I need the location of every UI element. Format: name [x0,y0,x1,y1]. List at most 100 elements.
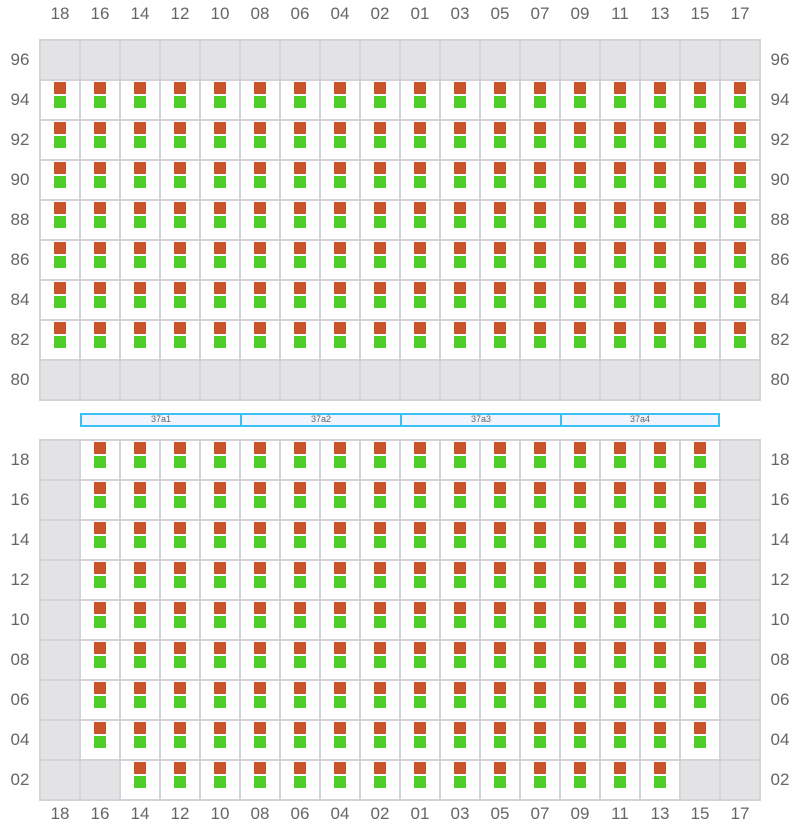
slot-18-07[interactable] [521,441,559,479]
slot-82-15[interactable] [681,321,719,359]
slot-04-14[interactable] [121,721,159,759]
slot-04-10[interactable] [201,721,239,759]
slot-10-09[interactable] [561,601,599,639]
slot-04-17[interactable] [721,721,759,759]
slot-86-07[interactable] [521,241,559,279]
slot-88-18[interactable] [41,201,79,239]
slot-02-08[interactable] [241,761,279,799]
slot-10-10[interactable] [201,601,239,639]
slot-86-16[interactable] [81,241,119,279]
slot-14-12[interactable] [161,521,199,559]
slot-12-01[interactable] [401,561,439,599]
slot-14-17[interactable] [721,521,759,559]
slot-18-11[interactable] [601,441,639,479]
slot-02-09[interactable] [561,761,599,799]
slot-02-02[interactable] [361,761,399,799]
slot-96-14[interactable] [121,41,159,79]
slot-96-08[interactable] [241,41,279,79]
slot-02-03[interactable] [441,761,479,799]
slot-16-12[interactable] [161,481,199,519]
slot-08-18[interactable] [41,641,79,679]
slot-14-06[interactable] [281,521,319,559]
slot-12-14[interactable] [121,561,159,599]
slot-88-15[interactable] [681,201,719,239]
slot-94-05[interactable] [481,81,519,119]
slot-10-18[interactable] [41,601,79,639]
slot-06-04[interactable] [321,681,359,719]
slot-02-18[interactable] [41,761,79,799]
slot-02-12[interactable] [161,761,199,799]
slot-92-04[interactable] [321,121,359,159]
slot-86-09[interactable] [561,241,599,279]
slot-12-02[interactable] [361,561,399,599]
slot-14-03[interactable] [441,521,479,559]
slot-06-12[interactable] [161,681,199,719]
slot-96-02[interactable] [361,41,399,79]
slot-92-10[interactable] [201,121,239,159]
slot-08-14[interactable] [121,641,159,679]
slot-06-05[interactable] [481,681,519,719]
slot-90-04[interactable] [321,161,359,199]
slot-96-18[interactable] [41,41,79,79]
slot-90-02[interactable] [361,161,399,199]
segment-37a4[interactable]: 37a4 [560,413,720,427]
slot-88-14[interactable] [121,201,159,239]
slot-90-10[interactable] [201,161,239,199]
slot-92-09[interactable] [561,121,599,159]
slot-82-02[interactable] [361,321,399,359]
slot-10-14[interactable] [121,601,159,639]
slot-08-15[interactable] [681,641,719,679]
slot-12-03[interactable] [441,561,479,599]
slot-08-06[interactable] [281,641,319,679]
slot-04-04[interactable] [321,721,359,759]
slot-82-01[interactable] [401,321,439,359]
slot-02-07[interactable] [521,761,559,799]
slot-14-05[interactable] [481,521,519,559]
slot-96-13[interactable] [641,41,679,79]
slot-18-16[interactable] [81,441,119,479]
slot-06-01[interactable] [401,681,439,719]
slot-84-14[interactable] [121,281,159,319]
slot-96-17[interactable] [721,41,759,79]
slot-96-05[interactable] [481,41,519,79]
slot-12-09[interactable] [561,561,599,599]
slot-10-13[interactable] [641,601,679,639]
slot-80-14[interactable] [121,361,159,399]
slot-88-17[interactable] [721,201,759,239]
slot-84-06[interactable] [281,281,319,319]
slot-92-08[interactable] [241,121,279,159]
slot-08-17[interactable] [721,641,759,679]
slot-14-15[interactable] [681,521,719,559]
slot-84-09[interactable] [561,281,599,319]
slot-88-02[interactable] [361,201,399,239]
slot-12-04[interactable] [321,561,359,599]
slot-08-04[interactable] [321,641,359,679]
slot-88-13[interactable] [641,201,679,239]
slot-88-11[interactable] [601,201,639,239]
slot-80-16[interactable] [81,361,119,399]
slot-02-17[interactable] [721,761,759,799]
slot-06-16[interactable] [81,681,119,719]
slot-92-01[interactable] [401,121,439,159]
slot-10-16[interactable] [81,601,119,639]
slot-88-04[interactable] [321,201,359,239]
slot-92-05[interactable] [481,121,519,159]
slot-08-16[interactable] [81,641,119,679]
slot-90-01[interactable] [401,161,439,199]
slot-10-01[interactable] [401,601,439,639]
slot-06-03[interactable] [441,681,479,719]
slot-14-13[interactable] [641,521,679,559]
slot-10-06[interactable] [281,601,319,639]
slot-94-12[interactable] [161,81,199,119]
slot-86-15[interactable] [681,241,719,279]
slot-96-04[interactable] [321,41,359,79]
slot-84-18[interactable] [41,281,79,319]
slot-18-06[interactable] [281,441,319,479]
slot-18-10[interactable] [201,441,239,479]
slot-82-09[interactable] [561,321,599,359]
slot-02-14[interactable] [121,761,159,799]
slot-08-08[interactable] [241,641,279,679]
slot-10-02[interactable] [361,601,399,639]
slot-16-10[interactable] [201,481,239,519]
slot-84-11[interactable] [601,281,639,319]
